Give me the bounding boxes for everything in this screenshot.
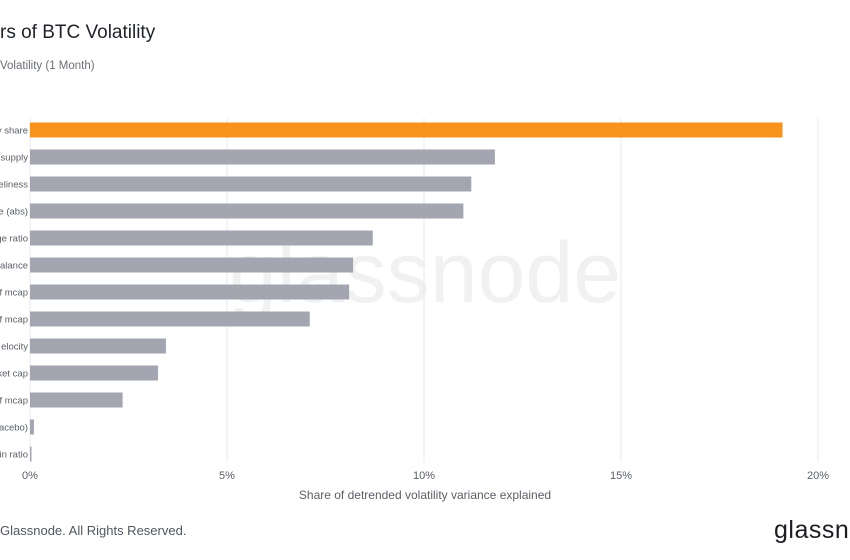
bar	[30, 392, 123, 408]
category-label: ge ratio	[0, 234, 28, 245]
bar	[30, 257, 354, 273]
category-label: y share	[0, 126, 28, 137]
x-tick-label: 10%	[413, 470, 435, 482]
category-label: elocity	[1, 342, 28, 353]
category-label: f mcap	[0, 396, 28, 407]
bar	[30, 446, 32, 462]
x-tick-label: 0%	[22, 470, 38, 482]
glassnode-logo: glassn	[774, 516, 850, 544]
category-label: in ratio	[0, 450, 28, 461]
x-tick-label: 15%	[610, 470, 632, 482]
bar	[30, 419, 34, 435]
copyright-footer: Glassnode. All Rights Reserved.	[0, 523, 187, 538]
bar	[30, 284, 350, 300]
bar	[30, 338, 166, 354]
bar	[30, 230, 373, 246]
category-label: supply	[1, 153, 29, 164]
x-tick-label: 20%	[807, 470, 829, 482]
bar	[30, 176, 472, 192]
category-label: f mcap	[0, 288, 28, 299]
category-label: acebo)	[0, 423, 28, 434]
category-label: e (abs)	[0, 207, 28, 218]
bar	[30, 149, 495, 165]
category-label: alance	[0, 261, 28, 272]
bar	[30, 365, 159, 381]
x-axis-label: Share of detrended volatility variance e…	[299, 488, 551, 502]
bar-highlight	[30, 122, 783, 138]
category-label: eliness	[0, 180, 28, 191]
chart-subtitle: Volatility (1 Month)	[0, 60, 95, 72]
category-label: ket cap	[0, 369, 28, 380]
bar	[30, 311, 310, 327]
category-label: f mcap	[0, 315, 28, 326]
x-tick-label: 5%	[219, 470, 235, 482]
bar	[30, 203, 464, 219]
chart-title: rs of BTC Volatility	[0, 22, 156, 43]
